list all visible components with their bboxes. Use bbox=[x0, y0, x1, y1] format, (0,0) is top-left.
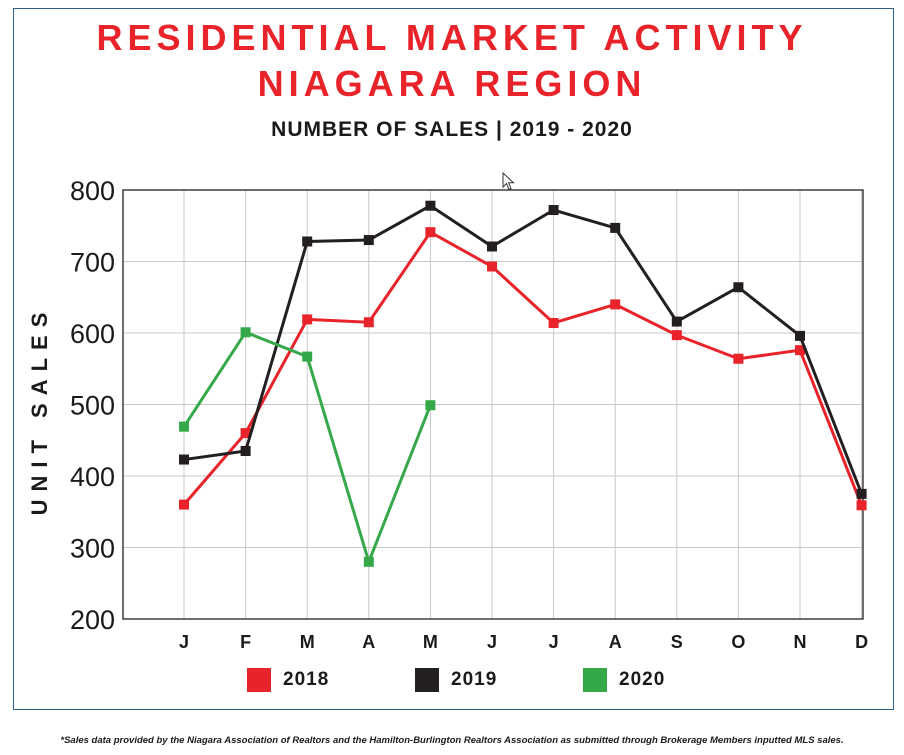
data-point-2019 bbox=[363, 235, 374, 246]
plot-border bbox=[122, 189, 864, 620]
series-line-2019 bbox=[183, 204, 863, 495]
chart-title-line1: RESIDENTIAL MARKET ACTIVITY bbox=[96, 17, 808, 58]
legend-label-2018: 2018 bbox=[283, 669, 330, 690]
data-point-2018 bbox=[425, 227, 436, 238]
legend-item-2020: 2020 bbox=[583, 668, 665, 692]
x-tick-label: J bbox=[487, 632, 497, 652]
data-point-2018 bbox=[487, 261, 497, 272]
series-line-2018 bbox=[182, 230, 863, 506]
data-point-2020 bbox=[240, 327, 251, 338]
data-point-2018 bbox=[302, 314, 313, 325]
legend-label-2019: 2019 bbox=[451, 669, 498, 690]
legend-label-2020: 2020 bbox=[619, 669, 666, 690]
data-point-2020 bbox=[179, 421, 189, 432]
x-tick-label: M bbox=[300, 632, 315, 652]
data-point-2019 bbox=[425, 200, 436, 211]
data-point-2019 bbox=[671, 316, 682, 327]
legend-item-2019: 2019 bbox=[415, 668, 497, 692]
y-tick-label: 700 bbox=[70, 248, 115, 278]
y-tick-label: 400 bbox=[70, 462, 115, 492]
data-point-2018 bbox=[733, 353, 744, 364]
x-tick-label: A bbox=[609, 632, 622, 652]
mouse-cursor-icon bbox=[502, 172, 515, 191]
data-point-2020 bbox=[425, 400, 436, 411]
y-tick-label: 200 bbox=[70, 605, 115, 635]
data-point-2019 bbox=[795, 330, 805, 341]
x-tick-label: D bbox=[855, 632, 868, 652]
data-point-2020 bbox=[302, 351, 313, 362]
source-footnote: *Sales data provided by the Niagara Asso… bbox=[60, 735, 844, 746]
y-tick-label: 600 bbox=[70, 319, 115, 349]
legend-swatch-2019 bbox=[415, 668, 439, 692]
data-point-2020 bbox=[363, 556, 374, 567]
legend-swatch-2018 bbox=[247, 668, 271, 692]
data-point-2018 bbox=[240, 428, 251, 439]
y-tick-label: 300 bbox=[70, 534, 115, 564]
data-point-2018 bbox=[795, 345, 805, 356]
y-tick-label: 500 bbox=[70, 391, 115, 421]
x-tick-label: J bbox=[549, 632, 559, 652]
legend-swatch-2020 bbox=[583, 668, 607, 692]
legend-item-2018: 2018 bbox=[247, 668, 329, 692]
data-point-2019 bbox=[179, 454, 189, 465]
data-point-2018 bbox=[610, 299, 621, 310]
x-tick-label: S bbox=[671, 632, 683, 652]
x-tick-label: O bbox=[731, 632, 745, 652]
y-tick-label: 800 bbox=[70, 176, 115, 206]
data-point-2018 bbox=[548, 317, 559, 328]
data-point-2019 bbox=[548, 205, 559, 216]
data-point-2019 bbox=[240, 445, 251, 456]
x-tick-label: J bbox=[179, 632, 189, 652]
data-point-2019 bbox=[733, 282, 744, 293]
x-tick-label: N bbox=[794, 632, 807, 652]
data-point-2019 bbox=[302, 236, 313, 247]
data-point-2018 bbox=[671, 330, 682, 341]
chart-subtitle: NUMBER OF SALES | 2019 - 2020 bbox=[271, 118, 633, 141]
data-point-2018 bbox=[179, 499, 189, 510]
data-point-2019 bbox=[487, 241, 497, 252]
data-point-2019 bbox=[856, 488, 867, 499]
data-point-2018 bbox=[363, 317, 374, 328]
data-point-2018 bbox=[856, 500, 867, 511]
x-tick-label: F bbox=[240, 632, 251, 652]
x-tick-label: M bbox=[423, 632, 438, 652]
x-tick-label: A bbox=[362, 632, 375, 652]
chart-title-line2: NIAGARA REGION bbox=[257, 63, 647, 104]
data-point-2019 bbox=[610, 222, 621, 233]
